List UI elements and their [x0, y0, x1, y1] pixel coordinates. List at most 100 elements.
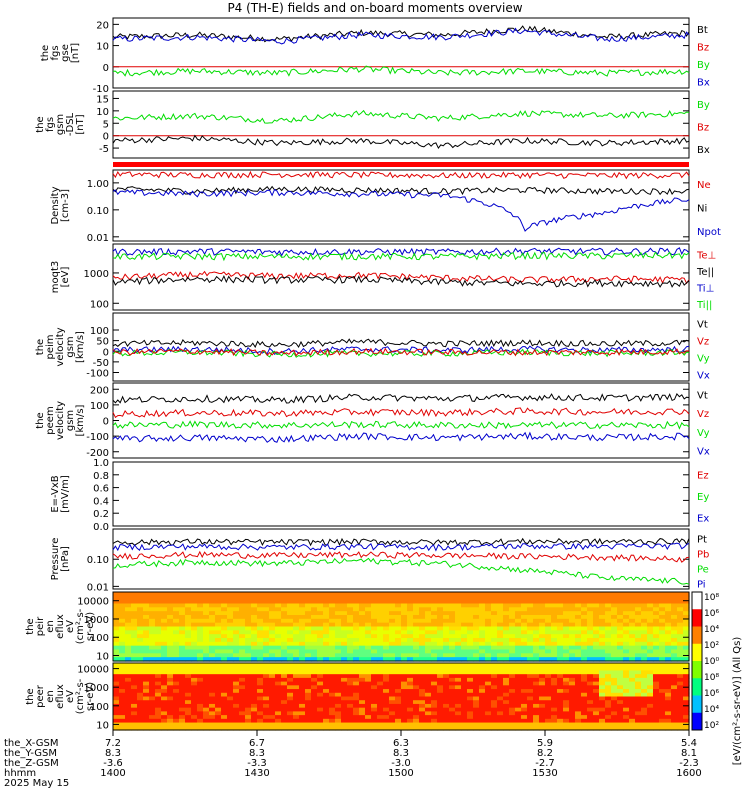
heatmap-cell [521, 685, 528, 690]
heatmap-cell [323, 689, 330, 694]
heatmap-cell [461, 703, 468, 709]
heatmap-cell [281, 718, 288, 724]
heatmap-cell [407, 657, 414, 662]
heatmap-cell [479, 653, 486, 658]
heatmap-cell [329, 607, 336, 612]
heatmap-cell [611, 599, 618, 605]
heatmap-cell [515, 634, 522, 639]
heatmap-cell [629, 674, 636, 679]
heatmap-cell [191, 726, 198, 731]
heatmap-cell [407, 726, 414, 731]
heatmap-cell [551, 641, 558, 647]
heatmap-cell [557, 592, 564, 597]
heatmap-cell [329, 592, 336, 597]
heatmap-cell [215, 685, 222, 690]
heatmap-cell [143, 607, 150, 612]
heatmap-cell [317, 618, 324, 624]
heatmap-cell [413, 622, 420, 628]
heatmap-cell [209, 715, 216, 720]
heatmap-cell [383, 674, 390, 679]
ephem-value: 6.3 [393, 738, 409, 749]
heatmap-cell [587, 626, 594, 631]
heatmap-cell [575, 722, 582, 727]
heatmap-cell [431, 611, 438, 616]
heatmap-cell [647, 653, 654, 658]
heatmap-cell [383, 599, 390, 605]
heatmap-cell [677, 603, 684, 608]
heatmap-cell [131, 615, 138, 620]
heatmap-cell [209, 653, 216, 658]
heatmap-cell [197, 630, 204, 635]
heatmap-cell [275, 692, 282, 698]
heatmap-cell [245, 670, 252, 675]
heatmap-cell [119, 666, 126, 672]
heatmap-cell [491, 657, 498, 662]
heatmap-cell [569, 618, 576, 624]
heatmap-cell [383, 622, 390, 628]
heatmap-cell [599, 689, 606, 694]
heatmap-cell [665, 595, 672, 601]
heatmap-cell [353, 638, 360, 643]
heatmap-cell [527, 626, 534, 631]
heatmap-cell [635, 649, 642, 654]
heatmap-cell [389, 696, 396, 701]
heatmap-cell [239, 630, 246, 635]
heatmap-cell [491, 707, 498, 712]
heatmap-cell [665, 603, 672, 608]
heatmap-cell [485, 663, 492, 668]
y-tick-label: 0.01 [87, 233, 109, 244]
heatmap-cell [191, 634, 198, 639]
heatmap-cell [239, 641, 246, 647]
heatmap-cell [197, 718, 204, 724]
heatmap-cell [437, 666, 444, 672]
heatmap-cell [617, 634, 624, 639]
heatmap-cell [611, 634, 618, 639]
heatmap-cell [491, 607, 498, 612]
heatmap-cell [587, 718, 594, 724]
heatmap-cell [641, 592, 648, 597]
heatmap-cell [371, 641, 378, 647]
heatmap-cell [449, 722, 456, 727]
heatmap-cell [299, 626, 306, 631]
heatmap-cell [575, 641, 582, 647]
heatmap-cell [431, 703, 438, 709]
heatmap-cell [401, 611, 408, 616]
heatmap-cell [659, 718, 666, 724]
heatmap-cell [239, 685, 246, 690]
heatmap-cell [455, 718, 462, 724]
heatmap-cell [161, 634, 168, 639]
heatmap-cell [485, 674, 492, 679]
heatmap-cell [227, 703, 234, 709]
heatmap-cell [137, 726, 144, 731]
heatmap-cell [425, 685, 432, 690]
heatmap-cell [125, 657, 132, 662]
heatmap-cell [467, 595, 474, 601]
heatmap-cell [227, 685, 234, 690]
heatmap-cell [335, 681, 342, 686]
heatmap-cell [569, 696, 576, 701]
heatmap-cell [599, 649, 606, 654]
heatmap-cell [203, 726, 210, 731]
legend-entry: By [697, 60, 710, 71]
heatmap-cell [455, 715, 462, 720]
heatmap-cell [251, 645, 258, 651]
heatmap-cell [413, 607, 420, 612]
heatmap-cell [275, 603, 282, 608]
heatmap-cell [257, 681, 264, 686]
heatmap-cell [245, 707, 252, 712]
heatmap-cell [299, 595, 306, 601]
heatmap-cell [641, 707, 648, 712]
heatmap-cell [605, 645, 612, 651]
heatmap-cell [401, 681, 408, 686]
heatmap-cell [557, 722, 564, 727]
heatmap-cell [167, 607, 174, 612]
heatmap-cell [317, 638, 324, 643]
heatmap-cell [389, 645, 396, 651]
heatmap-cell [617, 595, 624, 601]
y-tick-label: 1000 [84, 269, 109, 280]
heatmap-cell [683, 626, 690, 631]
heatmap-cell [383, 611, 390, 616]
heatmap-cell [371, 700, 378, 705]
heatmap-cell [377, 689, 384, 694]
heatmap-cell [335, 607, 342, 612]
